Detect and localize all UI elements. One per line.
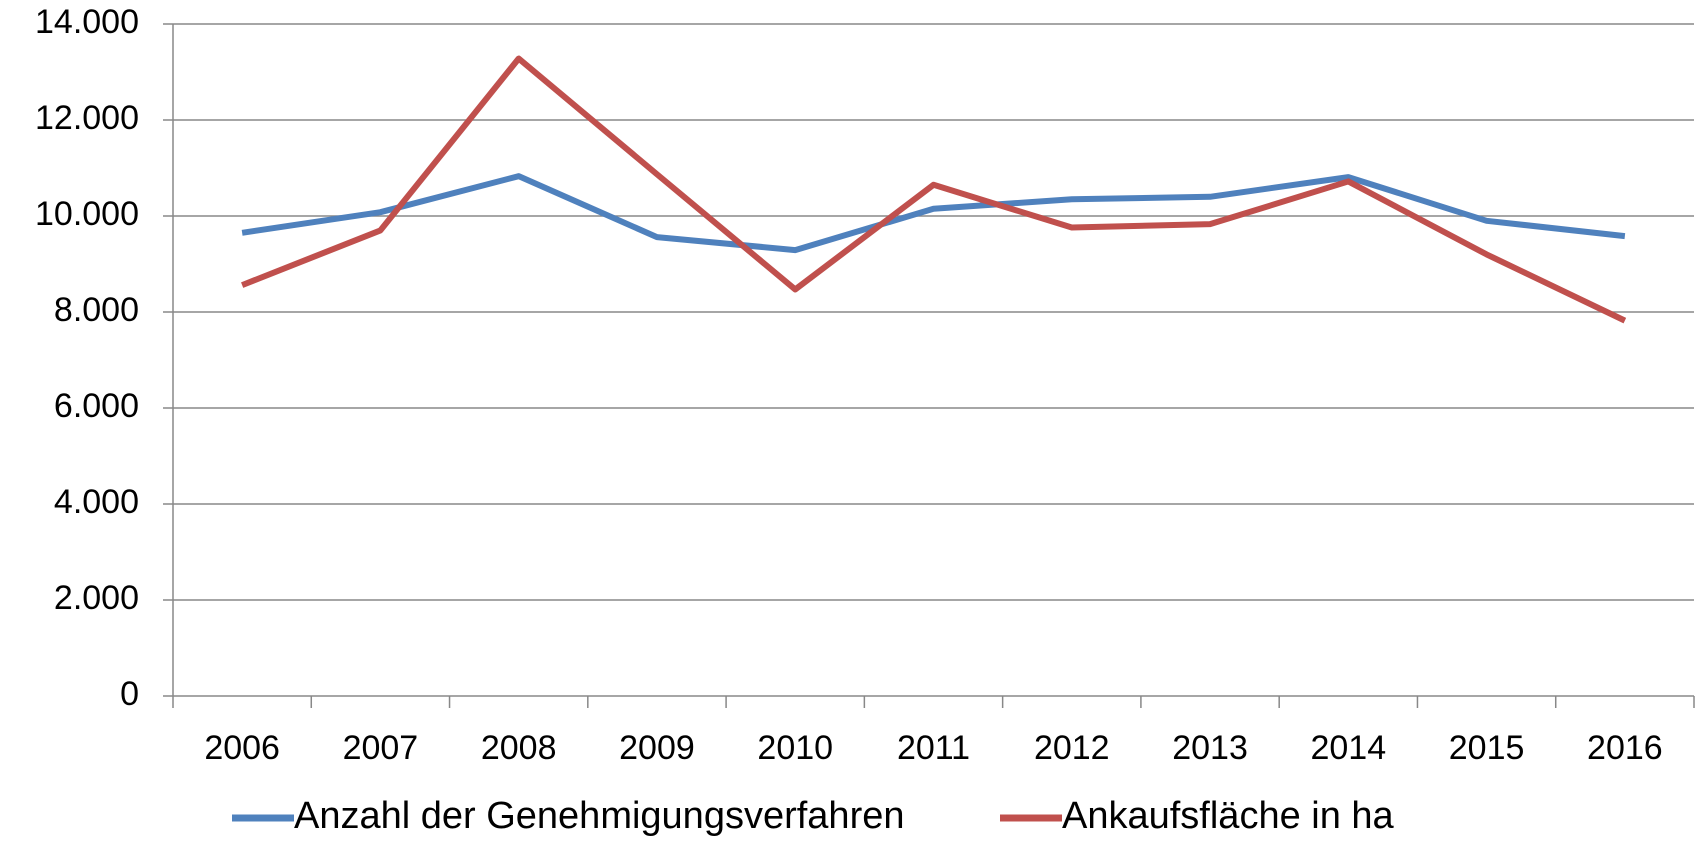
- x-tick-label: 2014: [1310, 729, 1386, 767]
- x-tick-label: 2009: [619, 729, 695, 767]
- y-tick-label: 14.000: [35, 3, 139, 41]
- x-tick-label: 2012: [1034, 729, 1110, 767]
- x-tick-label: 2013: [1172, 729, 1248, 767]
- x-tick-label: 2007: [343, 729, 419, 767]
- y-tick-label: 0: [120, 675, 139, 713]
- legend-label: Anzahl der Genehmigungsverfahren: [294, 795, 905, 837]
- x-tick-label: 2011: [897, 729, 970, 767]
- x-tick-label: 2016: [1587, 729, 1663, 767]
- x-tick-label: 2015: [1449, 729, 1525, 767]
- x-tick-label: 2010: [757, 729, 833, 767]
- y-tick-label: 10.000: [35, 195, 139, 233]
- y-tick-label: 6.000: [54, 387, 139, 425]
- x-tick-label: 2008: [481, 729, 557, 767]
- series-line: [241, 55, 1627, 324]
- x-tick-label: 2006: [204, 729, 280, 767]
- y-tick-label: 8.000: [54, 291, 139, 329]
- series-line: [241, 173, 1626, 254]
- y-tick-label: 4.000: [54, 483, 139, 521]
- legend-label: Ankaufsfläche in ha: [1062, 795, 1395, 837]
- y-tick-label: 12.000: [35, 99, 139, 137]
- y-tick-label: 2.000: [54, 579, 139, 617]
